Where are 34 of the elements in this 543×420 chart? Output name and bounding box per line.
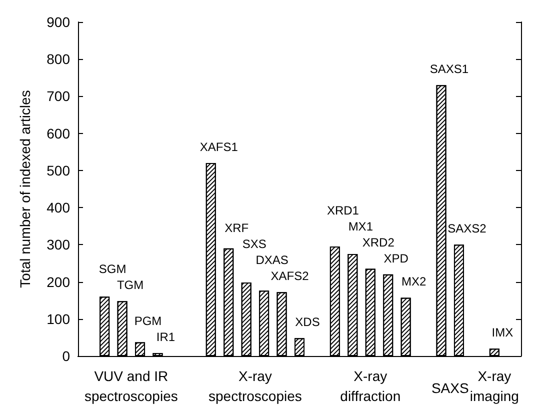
y-tick-label: 600 bbox=[46, 125, 70, 142]
x-tick-label: XRF bbox=[224, 221, 249, 236]
x-tick-label: SGM bbox=[98, 262, 126, 276]
y-tick-label: 200 bbox=[46, 274, 70, 290]
y-tick-label: 900 bbox=[46, 14, 70, 30]
x-tick-label: XPD bbox=[384, 251, 409, 266]
y-tick-label: 400 bbox=[46, 200, 70, 216]
x-tick-label: XDS bbox=[295, 315, 320, 330]
y-tick-label: 100 bbox=[46, 310, 70, 327]
y-tick-label: 700 bbox=[46, 88, 70, 104]
x-tick-label: DXAS bbox=[256, 253, 288, 268]
text: X-ray diffraction bbox=[340, 368, 401, 404]
x-tick-label: IMX bbox=[492, 326, 514, 340]
y-tick-label: 0 bbox=[62, 348, 70, 364]
x-tick-label: MX1 bbox=[348, 219, 374, 234]
x-tick-label: SAXS1 bbox=[430, 62, 469, 76]
x-tick-label: XRD1 bbox=[326, 203, 360, 218]
x-tick-label: TGM bbox=[116, 278, 144, 292]
x-tick-label: XAFS2 bbox=[270, 269, 310, 284]
text: VUV and IR spectroscopies bbox=[84, 368, 178, 404]
y-axis-title: Total number of indexed articles bbox=[17, 90, 33, 288]
y-tick-label: 300 bbox=[46, 236, 70, 253]
x-tick-label: XAFS1 bbox=[200, 140, 238, 154]
text: X-ray spectroscopies bbox=[208, 368, 302, 404]
x-tick-label: XRD2 bbox=[362, 235, 395, 250]
text: X-ray imaging bbox=[470, 368, 519, 404]
y-tick-label: 500 bbox=[46, 162, 70, 178]
x-tick-label: IR1 bbox=[156, 330, 176, 344]
x-tick-label: MX2 bbox=[401, 274, 426, 289]
x-tick-label: PGM bbox=[134, 314, 162, 328]
y-tick-label: 800 bbox=[46, 51, 70, 68]
text: SAXS bbox=[431, 380, 469, 396]
x-tick-label: SAXS2 bbox=[448, 222, 487, 236]
x-tick-label: SXS bbox=[242, 237, 266, 252]
